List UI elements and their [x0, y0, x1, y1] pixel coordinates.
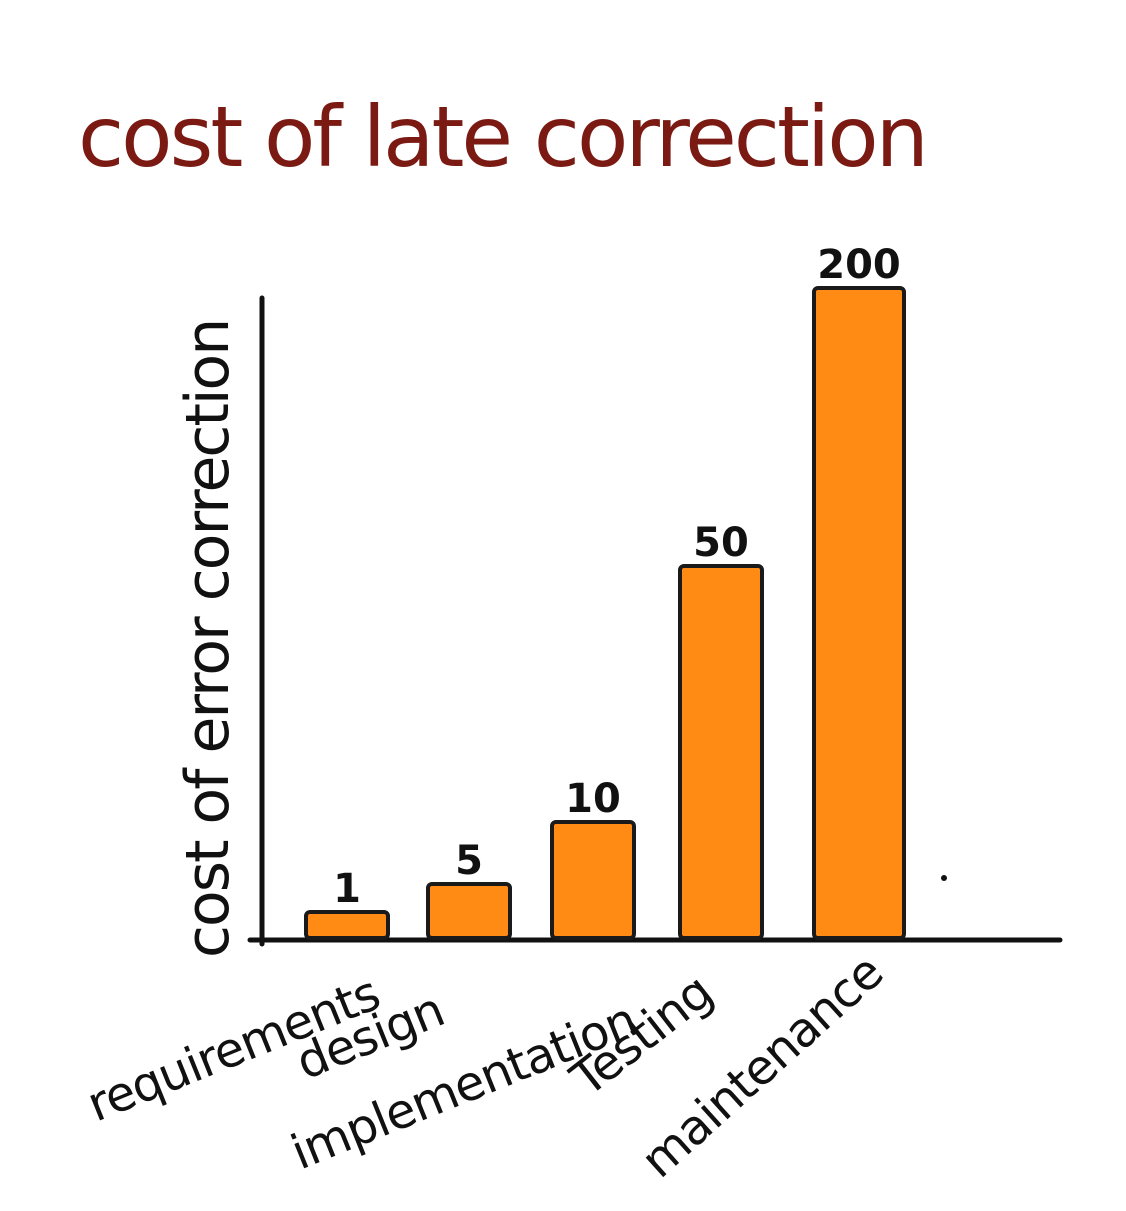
bar-requirements: [304, 910, 390, 940]
bar-design: [426, 882, 512, 940]
bars-group: [304, 286, 906, 940]
value-label-design: 5: [455, 838, 483, 884]
stray-dot: [941, 875, 947, 881]
bar-implementation: [550, 820, 636, 940]
y-axis-label: cost of error correction: [173, 320, 243, 958]
value-label-maintenance: 200: [817, 242, 901, 288]
value-label-testing: 50: [693, 520, 749, 566]
value-label-requirements: 1: [333, 866, 361, 912]
category-labels-group: requirementsdesignimplementationTestingm…: [80, 944, 894, 1189]
value-labels-group: 1 5 10 50 200: [333, 242, 901, 912]
bar-maintenance: [812, 286, 906, 940]
chart-title: cost of late correction: [78, 88, 926, 186]
bar-testing: [678, 564, 764, 940]
value-label-implementation: 10: [565, 776, 621, 822]
